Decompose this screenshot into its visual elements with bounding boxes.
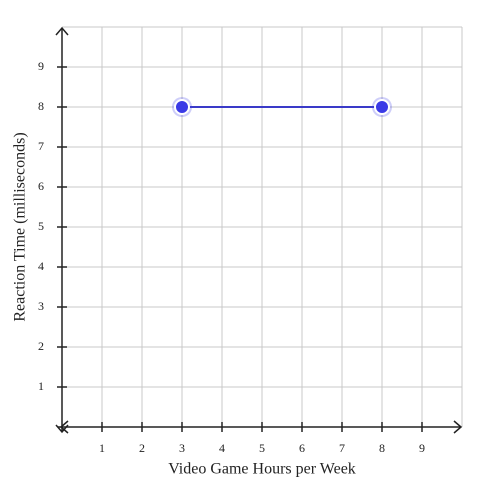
x-tick-label: 7 [339, 441, 345, 455]
point [174, 99, 190, 115]
point [374, 99, 390, 115]
x-tick-label: 5 [259, 441, 265, 455]
y-tick-label: 3 [38, 299, 44, 313]
axis-arrow [59, 420, 69, 434]
x-tick-label: 8 [379, 441, 385, 455]
y-tick-label: 1 [38, 379, 44, 393]
y-tick-label: 8 [38, 99, 44, 113]
y-axis-title: Reaction Time (milliseconds) [12, 132, 29, 321]
y-tick-label: 7 [38, 139, 44, 153]
x-tick-label: 4 [219, 441, 225, 455]
axis-arrow [453, 420, 463, 434]
x-tick-label: 1 [99, 441, 105, 455]
y-tick-label: 9 [38, 59, 44, 73]
x-tick-label: 9 [419, 441, 425, 455]
x-tick-label: 6 [299, 441, 305, 455]
y-tick-label: 4 [38, 259, 44, 273]
y-tick-label: 2 [38, 339, 44, 353]
x-axis-title: Video Game Hours per Week [168, 461, 356, 478]
x-tick-label: 3 [179, 441, 185, 455]
y-tick-label: 5 [38, 219, 44, 233]
y-tick-label: 6 [38, 179, 44, 193]
axis-arrow [55, 424, 69, 434]
axis-arrow [55, 26, 69, 36]
x-tick-label: 2 [139, 441, 145, 455]
